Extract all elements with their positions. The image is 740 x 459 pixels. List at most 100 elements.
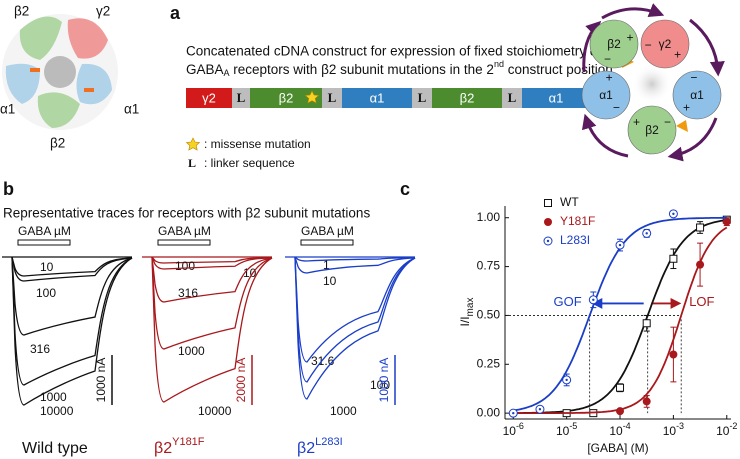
superscript: -6 — [516, 421, 524, 431]
stimulus-label: GABA µM — [301, 224, 354, 238]
concentration-label: 100 — [370, 378, 390, 392]
text: 10 — [663, 424, 677, 438]
subunit-blob — [5, 63, 40, 104]
subunit-sign: + — [606, 70, 613, 84]
legend-marker-dot — [546, 239, 550, 243]
legend-marker — [544, 199, 552, 207]
scale-label: 1000 nA — [377, 358, 391, 403]
legend-label: Y181F — [560, 214, 595, 228]
subunit-sign: + — [674, 48, 681, 62]
structure-label: β2 — [14, 4, 29, 19]
construct-segment — [322, 88, 342, 108]
site-triangle — [676, 120, 688, 132]
data-point — [696, 260, 705, 269]
concentration-label: 31.6 — [311, 354, 335, 368]
data-point-dot — [538, 408, 542, 411]
structure-label: γ2 — [96, 4, 110, 19]
subunit-sign: + — [627, 31, 634, 45]
concentration-label: 100 — [36, 286, 56, 300]
data-point — [696, 223, 705, 232]
concentration-label: 316 — [30, 342, 50, 356]
concentration-label: 10 — [243, 266, 257, 280]
data-point — [642, 397, 651, 406]
concentration-label: 1000 — [330, 404, 357, 418]
subunit — [589, 19, 639, 69]
group-name: β2L283I — [297, 436, 343, 457]
current-trace — [11, 256, 133, 336]
subunit-label: β2 — [645, 123, 659, 137]
segment-label: β2 — [460, 90, 475, 105]
current-trace — [151, 256, 273, 270]
panel-letter: c — [400, 179, 410, 199]
stimulus-bar — [17, 239, 71, 246]
data-point-dot — [512, 411, 515, 415]
segment-label: L — [237, 90, 246, 105]
data-point-dot — [645, 232, 648, 235]
star-icon — [304, 90, 320, 104]
current-trace — [151, 256, 273, 403]
superscript: -3 — [676, 421, 684, 431]
concentration-label: 316 — [178, 286, 198, 300]
construct-segment — [250, 88, 322, 108]
text: 10 — [556, 424, 570, 438]
text: Wild type — [22, 440, 88, 457]
x-tick-label: 10-4 — [609, 421, 630, 438]
subunit-sign: + — [633, 115, 640, 129]
construct-segment — [412, 88, 432, 108]
x-tick-label: 10-3 — [663, 421, 684, 438]
panel-title: GABAA receptors with β2 subunit mutation… — [186, 59, 613, 78]
legend-label: L283I — [560, 233, 590, 247]
current-trace — [294, 256, 416, 262]
current-trace — [11, 256, 133, 406]
segment-label: α1 — [549, 90, 564, 105]
subunit — [627, 105, 677, 155]
arrow — [601, 3, 665, 20]
annotation: GOF — [553, 294, 581, 309]
current-trace — [294, 256, 416, 400]
panel-title: Representative traces for receptors with… — [3, 206, 370, 221]
current-trace — [11, 256, 133, 277]
traces: GABA µM 10 100 316 1000 10000 1000 nA Wild type… — [2, 224, 416, 457]
superscript: -2 — [729, 421, 737, 431]
subunit-sign: + — [683, 101, 690, 115]
subunit-blob — [76, 63, 112, 105]
mutation-site — [30, 68, 40, 72]
subunit — [672, 70, 722, 120]
construct-segment — [522, 88, 590, 108]
arrow — [581, 113, 629, 158]
construct-segment — [342, 88, 412, 108]
text: 10 — [503, 424, 517, 438]
text: β2 — [154, 440, 172, 457]
panel-letter: a — [170, 3, 181, 23]
pore — [632, 64, 672, 104]
pentamer: β2 +−γ2+−α1+−β2+ −α1+− — [581, 3, 725, 162]
concentration-label: 1000 — [178, 344, 205, 358]
text: β2 — [297, 440, 315, 457]
concentration-label: 10 — [40, 260, 54, 274]
current-trace — [294, 256, 416, 383]
legend-text: : missense mutation — [204, 137, 311, 151]
panel-letter: b — [3, 179, 14, 199]
subunit — [640, 19, 690, 69]
construct-segment — [232, 88, 250, 108]
subunit-sign: − — [664, 115, 671, 129]
construct-segment — [432, 88, 502, 108]
superscript: L283I — [315, 436, 343, 448]
stimulus-bar — [157, 239, 211, 246]
structure-label: α1 — [0, 102, 15, 117]
arrow — [582, 20, 602, 73]
concentration-label: 10000 — [198, 404, 232, 418]
legend-marker — [544, 218, 552, 226]
star-icon — [185, 137, 201, 151]
segment-label: L — [328, 90, 337, 105]
text: 10 — [716, 424, 730, 438]
current-trace — [11, 256, 133, 386]
superscript: -5 — [569, 421, 577, 431]
group-name: Wild type — [22, 440, 88, 457]
arrow — [667, 117, 718, 162]
panel-title: Concatenated cDNA construct for expressi… — [186, 44, 635, 59]
x-tick-label: 10-2 — [716, 421, 737, 438]
legend-symbol: L — [188, 156, 196, 170]
subunit-blob — [67, 18, 108, 59]
stimulus-label: GABA µM — [158, 224, 211, 238]
